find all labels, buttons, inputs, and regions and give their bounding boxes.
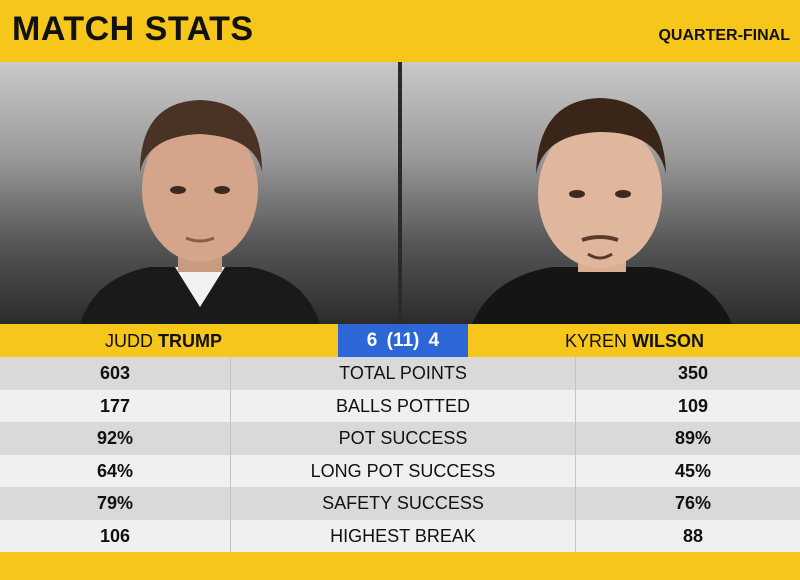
stat-row: 106 HIGHEST BREAK 88 xyxy=(0,519,800,552)
stat-label: LONG POT SUCCESS xyxy=(230,454,576,487)
player-first-name-right: KYREN xyxy=(565,331,628,351)
stat-label: SAFETY SUCCESS xyxy=(230,487,576,520)
stat-right-value: 45% xyxy=(674,460,712,481)
player-portrait-left xyxy=(80,100,320,324)
stat-row: 603 TOTAL POINTS 350 xyxy=(0,357,800,390)
stat-left-value: 603 xyxy=(99,363,131,383)
player-name-right: KYREN WILSON xyxy=(565,331,704,352)
player-photo-right xyxy=(402,62,800,324)
player-last-name-right: WILSON xyxy=(632,331,705,351)
stat-label: POT SUCCESS xyxy=(230,422,576,455)
stat-right-value: 88 xyxy=(682,525,704,546)
stat-label: TOTAL POINTS xyxy=(230,357,576,390)
stat-label: HIGHEST BREAK xyxy=(230,519,576,552)
stat-left-value: 79% xyxy=(96,493,134,513)
stat-right-value: 350 xyxy=(677,363,709,383)
stat-row: 64% LONG POT SUCCESS 45% xyxy=(0,454,800,487)
player-name-left: JUDD TRUMP xyxy=(105,331,222,352)
round-label: QUARTER-FINAL xyxy=(658,27,790,44)
stat-right-value: 89% xyxy=(674,428,712,448)
footer-bar xyxy=(0,552,800,580)
player-portrait-right xyxy=(472,98,732,324)
stat-left-value: 64% xyxy=(96,460,134,481)
header-bar: MATCH STATS QUARTER-FINAL xyxy=(0,0,800,62)
page-title: MATCH STATS xyxy=(12,10,254,48)
stat-right-value: 109 xyxy=(677,395,709,416)
score-badge: 6 (11) 4 xyxy=(338,324,468,357)
player-photos xyxy=(0,62,800,324)
stat-left-value: 92% xyxy=(96,428,134,448)
stat-row: 79% SAFETY SUCCESS 76% xyxy=(0,487,800,520)
stat-row: 177 BALLS POTTED 109 xyxy=(0,389,800,422)
stat-right-value: 76% xyxy=(674,493,712,513)
stat-row: 92% POT SUCCESS 89% xyxy=(0,422,800,455)
stats-table: 603 TOTAL POINTS 350 177 BALLS POTTED 10… xyxy=(0,357,800,552)
player-photo-left xyxy=(0,62,398,324)
stat-label: BALLS POTTED xyxy=(230,389,576,422)
stat-left-value: 177 xyxy=(99,395,131,416)
stat-left-value: 106 xyxy=(99,525,131,546)
player-first-name-left: JUDD xyxy=(105,331,153,351)
player-last-name-left: TRUMP xyxy=(158,331,223,351)
